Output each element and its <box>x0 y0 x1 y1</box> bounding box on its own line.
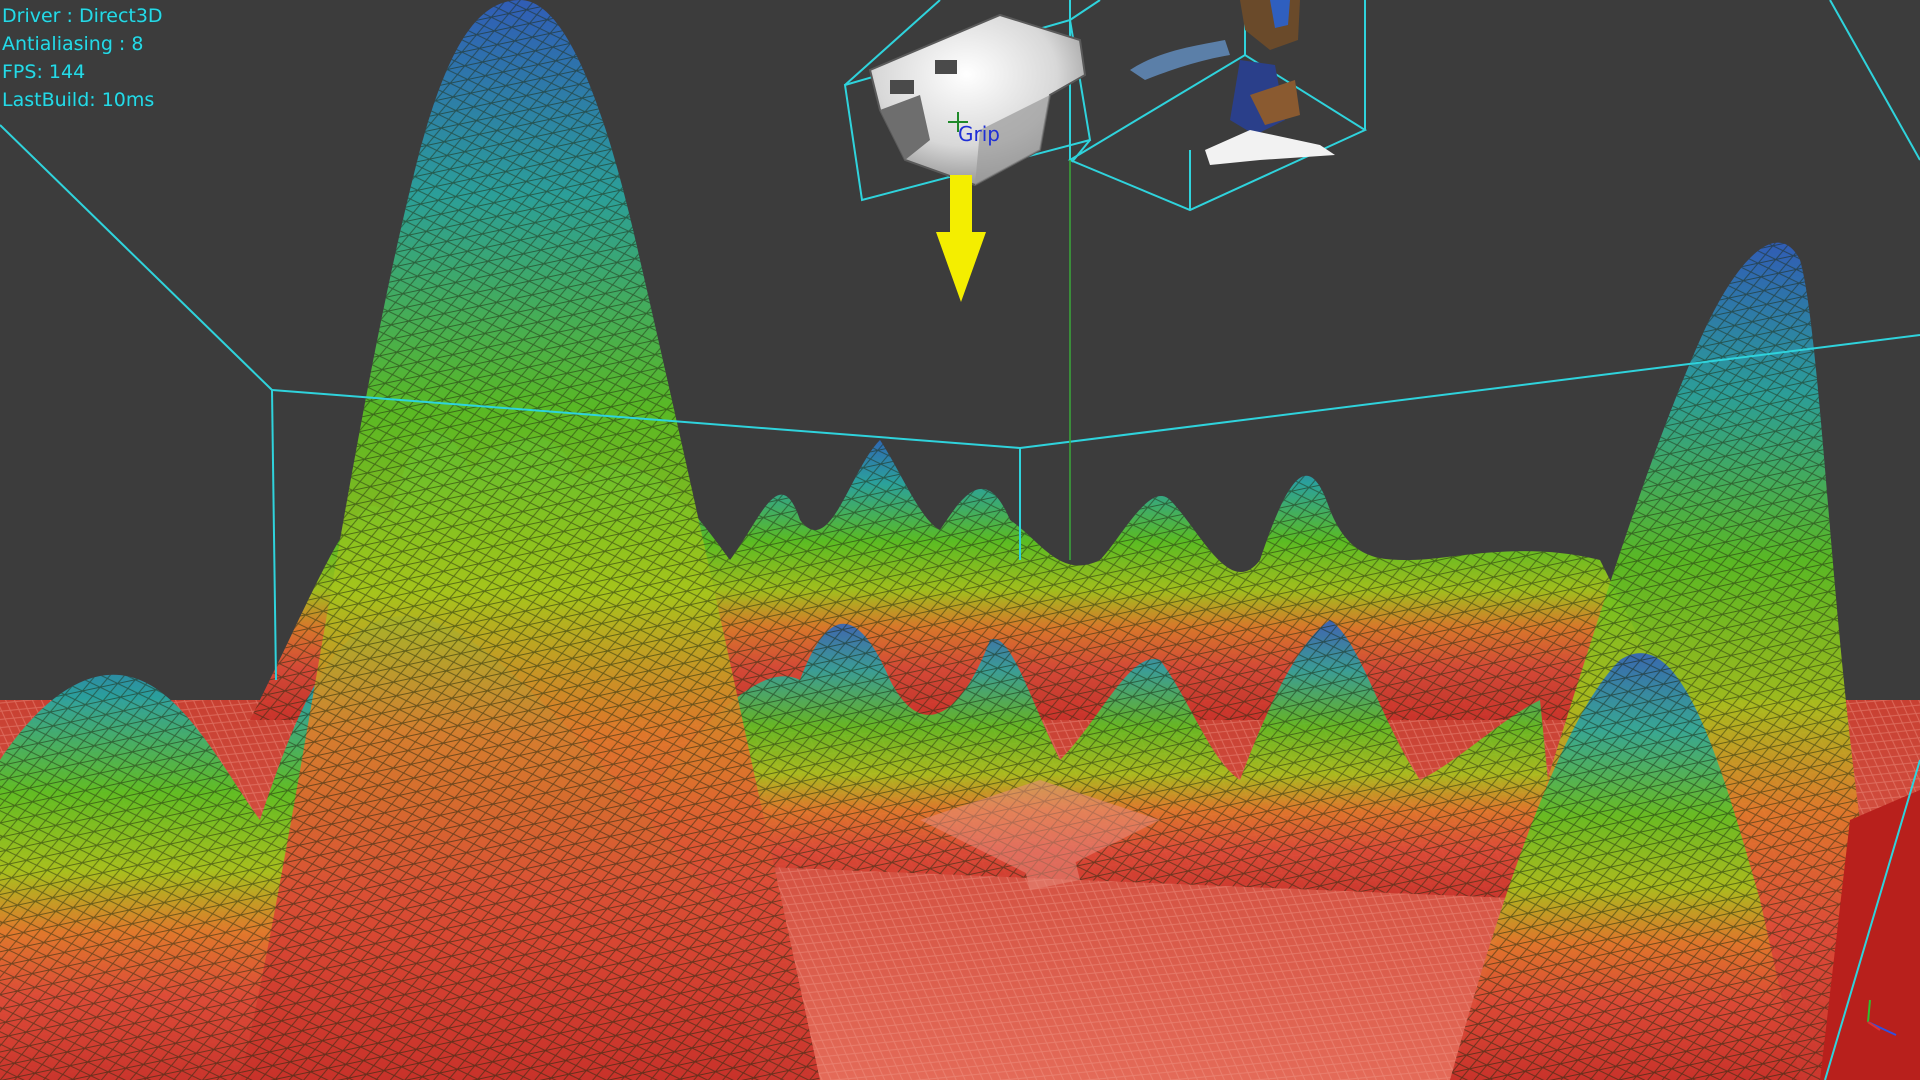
point-cloud-bounding-box <box>1067 0 1368 212</box>
crosshair-icon <box>948 112 968 132</box>
hud-overlay: Driver : Direct3D Antialiasing : 8 FPS: … <box>2 2 163 114</box>
axis-triad-icon <box>1867 999 1897 1036</box>
terrain-main-peak-mesh <box>240 0 820 1080</box>
hud-driver: Driver : Direct3D <box>2 5 163 27</box>
terrain-right-hill-mesh <box>1450 653 1800 1080</box>
floor-corner-patch <box>1820 790 1920 1080</box>
hud-fps: FPS: 144 <box>2 61 86 83</box>
floor-slab <box>920 780 1160 890</box>
hud-last-build: LastBuild: 10ms <box>2 89 155 111</box>
point-cloud-model[interactable] <box>1130 0 1335 165</box>
terrain-mid-peaks-mesh <box>600 620 1560 900</box>
gripper-model[interactable] <box>868 13 1087 187</box>
down-arrow-icon[interactable] <box>936 175 986 302</box>
hud-antialiasing: Antialiasing : 8 <box>2 33 144 55</box>
grip-label[interactable]: Grip <box>958 122 1000 146</box>
